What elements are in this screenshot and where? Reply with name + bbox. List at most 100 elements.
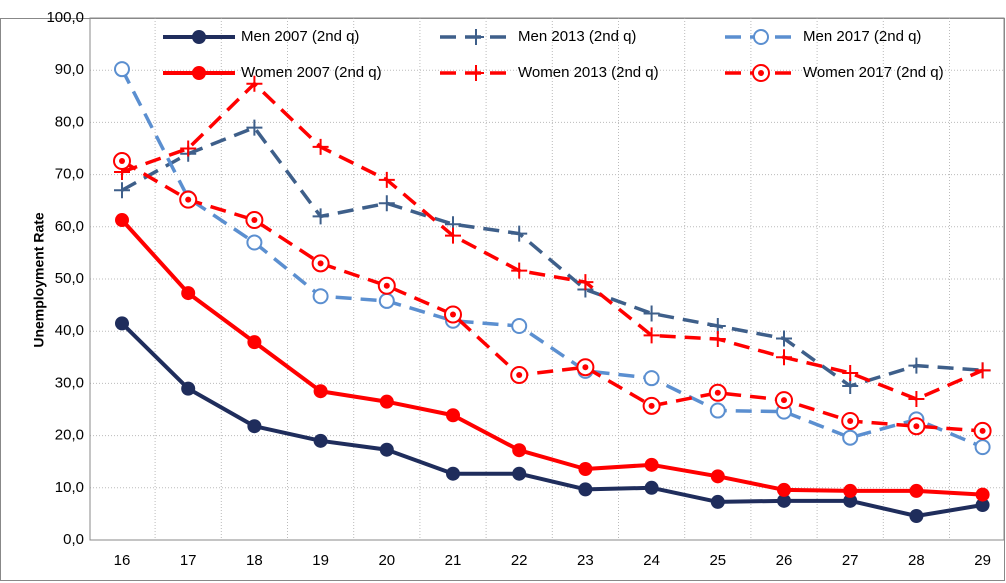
point [246,75,263,92]
series-line [120,321,983,518]
point [644,480,659,495]
point-dot [582,364,589,371]
point [512,466,527,481]
point [511,262,528,279]
point [378,292,395,309]
series [113,152,992,440]
series [115,213,990,502]
point-dot [758,70,764,76]
point [777,493,791,508]
point [512,443,527,458]
x-tick-label: 24 [643,552,660,569]
point [181,381,196,396]
point [445,227,461,244]
point [379,394,394,409]
legend-symbol [468,29,484,45]
point [643,327,660,344]
point [312,288,329,305]
point [842,364,859,381]
point [115,316,129,331]
point [313,384,328,399]
point [776,349,792,366]
point [511,317,528,334]
x-tick-label: 19 [312,552,329,569]
point [114,61,130,78]
y-tick-label: 80,0 [55,113,84,130]
plot-frame [89,17,1005,541]
x-tick-label: 16 [114,552,131,569]
point-dot [317,260,324,267]
legend-item: Women 2007 (2nd q) [163,64,382,81]
series-line [121,159,983,433]
point [311,254,330,273]
point-dot [913,423,920,430]
point-dot [119,158,125,165]
point [446,466,460,481]
legend-label: Women 2017 (2nd q) [803,64,944,81]
legend-item: Men 2007 (2nd q) [163,28,359,45]
y-tick-label: 0,0 [63,531,84,548]
point [710,494,725,509]
legend-symbol [753,29,769,45]
legend-symbol [752,64,770,82]
legend-item: Women 2017 (2nd q) [725,64,944,82]
point [113,152,131,171]
point [709,331,726,348]
y-tick-label: 40,0 [55,322,84,339]
series-line [121,125,983,388]
point-dot [714,389,721,396]
x-tick-label: 22 [511,552,528,569]
series [114,75,991,408]
y-tick-label: 100,0 [46,9,84,26]
point [842,429,859,446]
point [973,421,992,440]
point [378,195,395,212]
series-line [120,68,984,449]
y-tick-label: 60,0 [55,218,84,235]
point [909,508,924,523]
point [312,138,329,155]
point [975,487,990,502]
point [179,190,198,209]
legend-symbol [468,65,484,81]
point [643,305,660,322]
point [378,171,395,188]
x-tick-label: 17 [180,552,197,569]
point [907,417,926,436]
point-dot [979,427,986,434]
y-tick-label: 30,0 [55,374,84,391]
point-dot [251,217,258,224]
point [644,457,659,472]
y-tick-label: 10,0 [55,479,84,496]
point-dot [847,417,854,424]
x-tick-label: 29 [974,552,991,569]
point [247,335,262,350]
point [578,482,593,497]
series [115,316,990,523]
legend-symbol [192,66,206,80]
series-line [120,218,983,497]
point [114,182,130,199]
x-tick-label: 27 [842,552,859,569]
point-dot [516,372,523,379]
legend-label: Men 2013 (2nd q) [518,28,636,45]
legend-item: Men 2017 (2nd q) [725,28,921,45]
point [576,358,595,377]
point [246,234,263,251]
point [909,483,924,498]
point [247,419,262,434]
point [577,274,594,291]
legend-item: Women 2013 (2nd q) [440,64,659,81]
y-axis-label: Unemployment Rate [31,212,47,348]
point [710,469,725,484]
point [777,482,791,497]
point [312,208,329,225]
point [908,391,925,408]
point [643,370,660,387]
point [776,330,792,347]
point [974,362,991,379]
point [975,498,990,513]
legend-item: Men 2013 (2nd q) [440,28,636,45]
point [708,383,727,402]
